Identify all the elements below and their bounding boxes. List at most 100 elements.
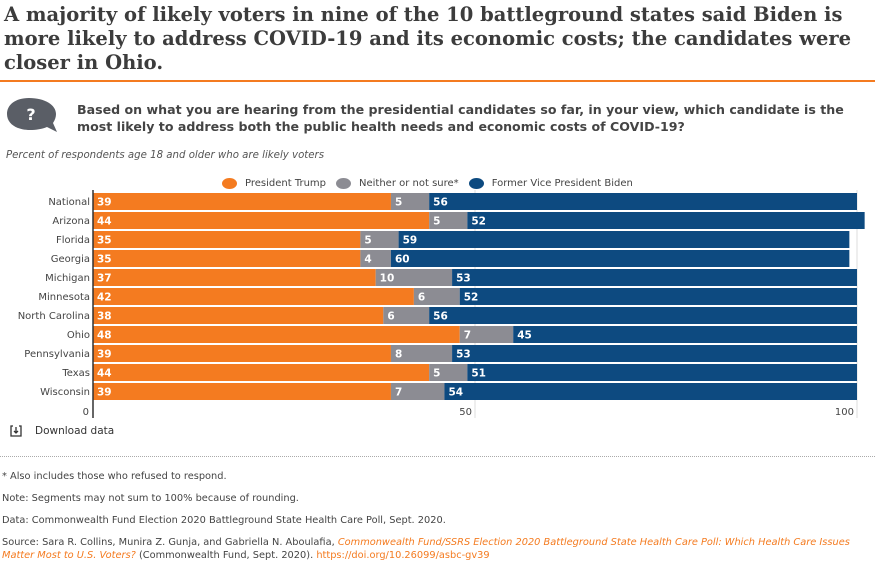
legend-swatch [468,178,484,189]
bar-segment [429,212,468,229]
data-label: 56 [433,311,448,323]
bar-segment [93,383,391,400]
bar-segment [413,288,460,305]
bar-segment [459,326,514,343]
data-label: 44 [97,216,112,228]
legend-label: Former Vice President Biden [491,178,633,189]
download-label: Download data [35,425,115,437]
bar-segment [398,231,850,248]
data-label: 5 [364,235,371,247]
data-label: 53 [456,349,471,361]
legend-item-neither[interactable]: Neither or not sure* [336,178,459,189]
legend-swatch [222,178,237,189]
category-label: North Carolina [18,311,90,322]
category-label: Florida [56,235,90,246]
x-tick-label: 50 [459,407,472,418]
legend-label: President Trump [245,178,327,189]
bar-segment [513,326,857,343]
footnote-note: Note: Segments may not sum to 100% becau… [2,493,299,504]
category-label: Texas [61,368,90,379]
bar-segment [390,345,453,362]
bar-segment [429,364,468,381]
bar-segment [93,326,460,343]
legend-item-biden[interactable]: Former Vice President Biden [468,178,633,189]
legend-swatch [336,178,352,189]
category-label: National [48,197,90,208]
legend: President Trump Neither or not sure* For… [222,178,633,189]
download-data-button[interactable]: Download data [9,424,114,438]
data-label: 37 [97,273,112,285]
bar-segment [459,288,857,305]
bar-segment [93,231,361,248]
x-tick-label: 0 [83,407,89,418]
category-label: Georgia [51,254,90,265]
survey-question: Based on what you are hearing from the p… [77,102,844,134]
chart-subtitle: Percent of respondents age 18 and older … [6,150,325,161]
data-label: 6 [387,311,394,323]
data-label: 51 [471,368,486,380]
download-icon [10,425,22,437]
data-label: 53 [456,273,471,285]
footer-divider [0,456,875,457]
title-divider [0,80,875,82]
data-label: 39 [97,387,112,399]
legend-label: Neither or not sure* [359,178,459,189]
data-label: 38 [97,311,112,323]
footnote-asterisk: * Also includes those who refused to res… [2,471,227,482]
data-label: 7 [464,330,471,342]
bar-segment [390,193,430,210]
bar-segment [429,307,857,324]
data-label: 39 [97,349,112,361]
bar-segment [467,212,865,229]
bar-segment [444,383,857,400]
question-bubble-icon: ? [7,98,57,132]
data-label: 10 [380,273,395,285]
data-label: 7 [395,387,402,399]
bar-segment [383,307,430,324]
data-label: 44 [97,368,112,380]
source-title-link[interactable]: Commonwealth Fund/SSRS Election 2020 Bat… [2,537,850,561]
bar-segment [375,269,453,286]
bar-segment [93,307,384,324]
data-label: 59 [403,235,418,247]
legend-item-trump[interactable]: President Trump [222,178,326,189]
data-label: 4 [364,254,371,266]
data-label: 5 [433,368,440,380]
data-label: 42 [97,292,112,304]
source-publisher: (Commonwealth Fund, Sept. 2020). [135,550,317,561]
data-label: 54 [448,387,463,399]
data-label: 5 [433,216,440,228]
footnote-data: Data: Commonwealth Fund Election 2020 Ba… [2,515,446,526]
bar-segment [452,345,857,362]
bar-segment [390,383,445,400]
data-label: 35 [97,235,112,247]
source-authors: Source: Sara R. Collins, Munira Z. Gunja… [2,537,338,548]
bar-segment [93,212,430,229]
data-label: 60 [395,254,410,266]
bar-segment [93,269,376,286]
data-label: 35 [97,254,112,266]
bar-segment [467,364,857,381]
data-label: 52 [471,216,486,228]
data-label: 48 [97,330,112,342]
data-label: 6 [418,292,425,304]
bar-segment [93,345,391,362]
category-label: Wisconsin [40,387,90,398]
bar-segment [93,364,430,381]
data-label: 52 [464,292,479,304]
category-label: Ohio [67,330,90,341]
category-label: Pennsylvania [24,349,90,360]
x-tick-label: 100 [835,407,854,418]
data-label: 5 [395,197,402,209]
footnote-source: Source: Sara R. Collins, Munira Z. Gunja… [2,536,872,562]
doi-link[interactable]: https://doi.org/10.26099/asbc-gv39 [316,550,490,561]
bar-segment [390,250,850,267]
page-title: A majority of likely voters in nine of t… [4,3,852,74]
bar-segment [93,288,414,305]
category-label: Michigan [45,273,90,284]
bar-segment [93,193,391,210]
svg-text:?: ? [26,105,35,124]
data-label: 56 [433,197,448,209]
bar-segment [452,269,857,286]
